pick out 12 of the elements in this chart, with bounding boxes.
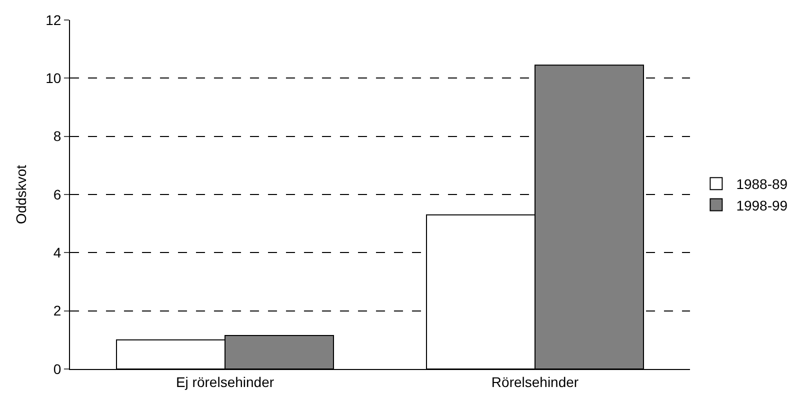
legend-label: 1988-89 [736, 176, 788, 192]
y-tick-label: 4 [53, 244, 62, 261]
y-tick-label: 2 [53, 302, 62, 319]
legend-label: 1998-99 [736, 197, 788, 214]
y-tick-label: 6 [53, 186, 62, 202]
y-tick-label: 10 [46, 70, 62, 86]
x-tick-label: Rörelsehinder [491, 374, 579, 390]
y-tick-label: 8 [53, 128, 62, 144]
y-tick-label: 12 [46, 12, 62, 28]
x-tick-label: Ej rörelsehinder [176, 374, 274, 390]
y-axis-title: Oddskvot [13, 164, 30, 224]
y-tick-label: 0 [53, 360, 62, 377]
